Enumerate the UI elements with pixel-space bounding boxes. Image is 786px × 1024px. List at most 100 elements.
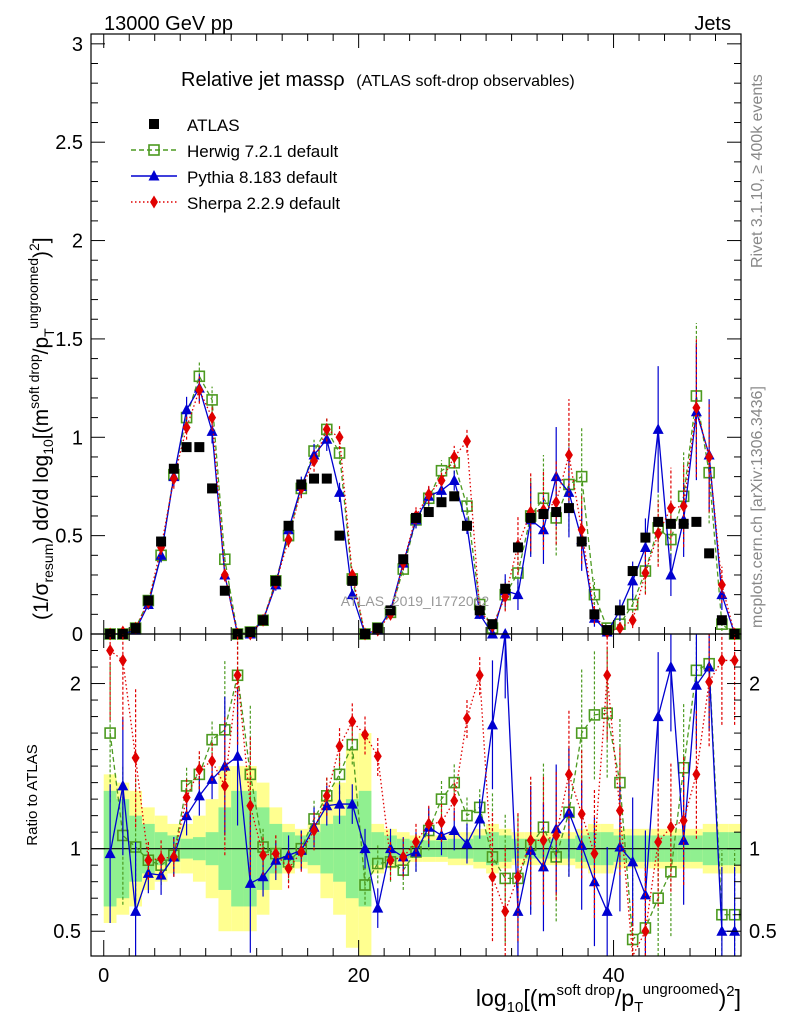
ratio-point bbox=[641, 924, 650, 938]
ratio-point bbox=[348, 715, 357, 729]
ratio-point bbox=[666, 820, 675, 834]
data-point bbox=[666, 501, 675, 515]
data-point bbox=[705, 450, 714, 464]
ratio-point bbox=[564, 767, 573, 781]
ratio-point bbox=[144, 853, 153, 867]
data-point bbox=[628, 613, 637, 627]
data-point bbox=[169, 472, 178, 486]
ratio-point bbox=[386, 853, 395, 867]
data-point bbox=[321, 433, 333, 444]
data-point bbox=[258, 615, 269, 626]
ratio-point bbox=[537, 860, 549, 872]
ylabel-sub-10: 10 bbox=[40, 439, 56, 455]
ratio-point bbox=[450, 794, 459, 808]
data-point bbox=[653, 516, 664, 527]
data-point bbox=[270, 575, 281, 586]
ratio-series-pythia bbox=[104, 628, 741, 956]
top-ytick-label: 1.5 bbox=[55, 329, 83, 351]
ratio-point bbox=[297, 845, 306, 859]
xlabel-sup-softdrop: soft drop bbox=[557, 982, 615, 999]
ratio-point bbox=[259, 848, 268, 862]
ratio-point bbox=[716, 925, 728, 936]
ratio-point bbox=[601, 905, 613, 916]
ratio-point bbox=[208, 754, 217, 768]
ratio-point bbox=[106, 644, 115, 658]
ylabel-part-b: ) dσ/d log bbox=[30, 455, 53, 544]
data-point bbox=[461, 520, 472, 531]
ratio-point bbox=[399, 850, 408, 864]
data-point bbox=[487, 619, 498, 630]
ratio-point bbox=[461, 809, 473, 822]
legend-item: ATLAS bbox=[149, 116, 240, 135]
ratio-point bbox=[526, 833, 535, 847]
ratio-point bbox=[322, 789, 331, 803]
data-point bbox=[652, 423, 664, 434]
ratio-point bbox=[729, 925, 741, 936]
legend-marker bbox=[148, 170, 160, 181]
data-point bbox=[335, 430, 344, 444]
ratio-ytick-label: 1 bbox=[70, 839, 81, 861]
ylabel-sub-resum: resum bbox=[40, 544, 56, 583]
xlabel-sub-10: 10 bbox=[507, 999, 524, 1016]
ylabel-part-d: /p bbox=[30, 337, 53, 355]
data-point bbox=[310, 454, 319, 468]
data-point bbox=[512, 588, 524, 600]
ratio-point bbox=[257, 870, 269, 882]
ratio-panel-frame bbox=[90, 633, 742, 957]
ratio-point bbox=[474, 812, 486, 824]
ratio-point bbox=[627, 855, 639, 867]
ratio-point bbox=[665, 661, 677, 672]
data-point bbox=[576, 536, 587, 547]
data-point bbox=[143, 595, 154, 606]
data-point bbox=[372, 623, 383, 634]
legend-marker bbox=[150, 195, 158, 209]
data-point bbox=[346, 588, 358, 600]
ratio-point bbox=[615, 804, 624, 818]
data-point bbox=[678, 518, 689, 529]
data-point bbox=[334, 486, 346, 497]
analysis-watermark: ATLAS_2019_I1772062 bbox=[341, 593, 490, 609]
xlabel-sub-T: T bbox=[634, 999, 643, 1016]
data-point bbox=[168, 463, 179, 474]
legend: ATLAS Herwig 7.2.1 default Pythia 8.183 de… bbox=[131, 116, 340, 213]
xlabel-part-b: [(m bbox=[523, 985, 556, 1011]
ylabel-sup-softdrop: soft drop bbox=[26, 354, 42, 409]
ratio-ytick-label-right: 1 bbox=[749, 839, 760, 861]
ratio-point bbox=[219, 760, 231, 771]
series-line bbox=[110, 386, 736, 636]
ratio-xlabel: log10[(msoft drop/pTungroomed)2] bbox=[476, 981, 741, 1016]
plot-title-main: Relative jet massρ bbox=[181, 69, 345, 91]
data-point bbox=[614, 605, 625, 616]
data-point bbox=[563, 486, 575, 497]
ratio-point bbox=[705, 675, 714, 689]
ratio-point bbox=[130, 905, 142, 916]
ratio-point bbox=[486, 718, 498, 730]
ratio-point bbox=[182, 790, 191, 804]
ratio-point bbox=[155, 869, 167, 880]
data-point bbox=[589, 609, 600, 620]
ratio-point bbox=[131, 751, 140, 765]
ratio-point bbox=[552, 828, 561, 842]
data-point bbox=[665, 533, 677, 546]
ratio-point bbox=[679, 814, 688, 828]
data-point bbox=[538, 509, 549, 519]
data-point bbox=[551, 507, 562, 518]
data-point bbox=[219, 553, 231, 566]
data-point bbox=[334, 530, 345, 541]
data-point bbox=[692, 401, 701, 415]
ratio-point bbox=[692, 767, 701, 781]
data-point bbox=[575, 470, 588, 483]
ratio-point bbox=[220, 779, 229, 793]
ratio-point bbox=[730, 653, 739, 667]
ratio-point bbox=[461, 837, 473, 849]
ratio-point bbox=[590, 847, 599, 861]
xlabel-part-d: ) bbox=[719, 985, 727, 1011]
ratio-point bbox=[233, 668, 242, 682]
ylabel-sub-T: T bbox=[41, 328, 57, 337]
data-point bbox=[627, 566, 638, 577]
ratio-point bbox=[232, 750, 244, 761]
ratio-point bbox=[614, 841, 626, 852]
data-point bbox=[639, 541, 651, 552]
legend-item: Sherpa 2.2.9 default bbox=[131, 194, 340, 213]
data-point bbox=[665, 568, 677, 580]
